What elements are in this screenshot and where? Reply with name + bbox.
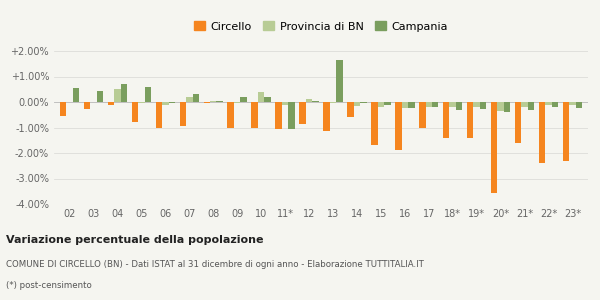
Text: (*) post-censimento: (*) post-censimento (6, 281, 92, 290)
Text: COMUNE DI CIRCELLO (BN) - Dati ISTAT al 31 dicembre di ogni anno - Elaborazione : COMUNE DI CIRCELLO (BN) - Dati ISTAT al … (6, 260, 424, 269)
Bar (217, 101, 223, 102)
Bar (371, 102, 377, 145)
Bar (258, 92, 265, 102)
Bar (432, 102, 439, 106)
Bar (419, 102, 425, 128)
Bar (347, 102, 353, 117)
Bar (336, 60, 343, 102)
Text: Variazione percentuale della popolazione: Variazione percentuale della popolazione (6, 235, 263, 245)
Bar (312, 101, 319, 102)
Bar (210, 101, 217, 102)
Bar (289, 102, 295, 129)
Bar (515, 102, 521, 143)
Bar (251, 102, 258, 128)
Bar (401, 102, 408, 108)
Bar (138, 102, 145, 103)
Bar (275, 102, 282, 129)
Bar (456, 102, 463, 110)
Bar (545, 102, 552, 105)
Bar (408, 102, 415, 108)
Bar (569, 102, 575, 105)
Bar (528, 102, 534, 110)
Bar (521, 102, 528, 107)
Bar (384, 102, 391, 105)
Legend: Circello, Provincia di BN, Campania: Circello, Provincia di BN, Campania (190, 17, 452, 36)
Bar (121, 84, 127, 102)
Bar (282, 102, 289, 105)
Bar (299, 102, 306, 124)
Bar (467, 102, 473, 138)
Bar (539, 102, 545, 163)
Bar (473, 102, 480, 107)
Bar (132, 102, 138, 122)
Bar (108, 102, 114, 105)
Bar (97, 91, 103, 102)
Bar (60, 102, 67, 116)
Bar (353, 102, 360, 106)
Bar (241, 98, 247, 102)
Bar (234, 102, 241, 103)
Bar (306, 99, 312, 102)
Bar (552, 102, 558, 107)
Bar (227, 102, 234, 128)
Bar (575, 102, 582, 108)
Bar (265, 98, 271, 102)
Bar (179, 102, 186, 126)
Bar (73, 88, 79, 102)
Bar (162, 102, 169, 105)
Bar (145, 87, 151, 102)
Bar (193, 94, 199, 102)
Bar (360, 102, 367, 103)
Bar (186, 97, 193, 102)
Bar (377, 102, 384, 107)
Bar (563, 102, 569, 161)
Bar (323, 102, 330, 131)
Bar (395, 102, 401, 150)
Bar (330, 102, 336, 103)
Bar (449, 102, 456, 107)
Bar (203, 102, 210, 103)
Bar (155, 102, 162, 128)
Bar (491, 102, 497, 193)
Bar (504, 102, 510, 112)
Bar (425, 102, 432, 107)
Bar (114, 89, 121, 102)
Bar (84, 102, 90, 109)
Bar (443, 102, 449, 138)
Bar (169, 102, 175, 103)
Bar (497, 102, 504, 111)
Bar (480, 102, 487, 109)
